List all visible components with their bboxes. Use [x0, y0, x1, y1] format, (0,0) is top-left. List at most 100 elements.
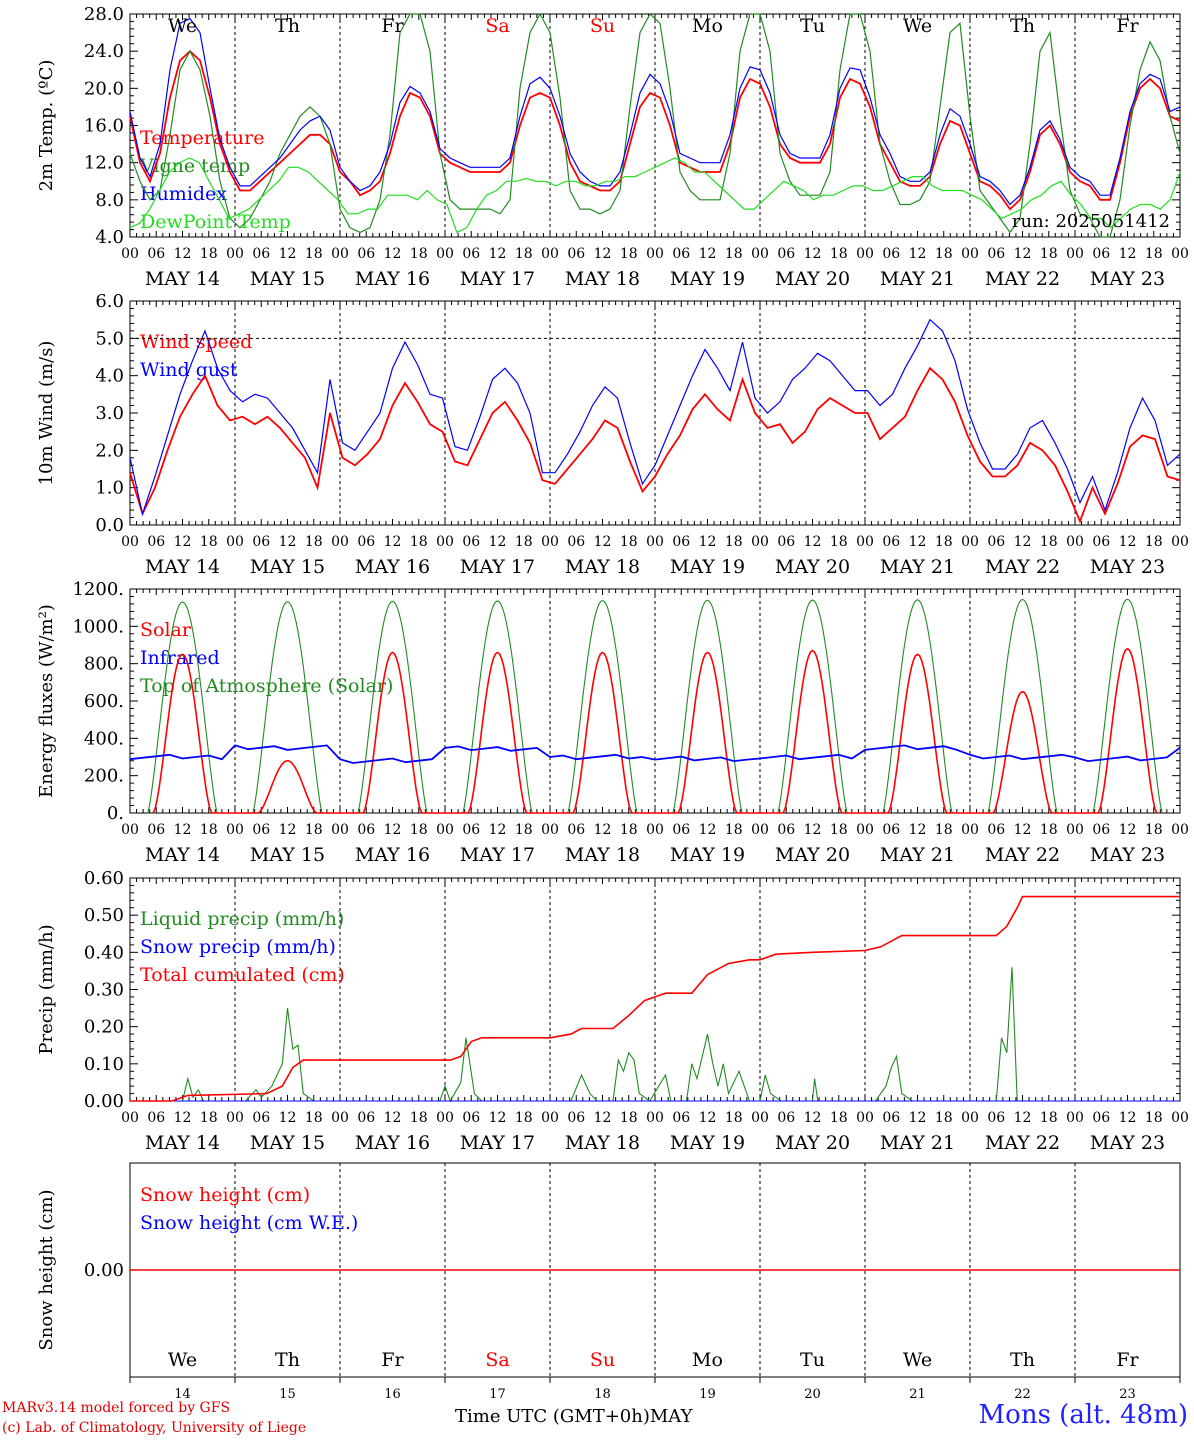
legend-entry: Vigne temp [139, 155, 250, 177]
weekday-label: Fr [381, 15, 404, 37]
series-line-vigne-temp [129, 12, 1181, 238]
weekday-label: Fr [1116, 1349, 1139, 1371]
hour-tick-label: 12 [909, 822, 927, 838]
panel-3: 0. 200. 400. 600. 800. 1000. 1200. Energy fluxe… [36, 579, 1189, 866]
hour-tick-label: 12 [174, 822, 192, 838]
y-tick-label: 0.40 [84, 942, 124, 963]
hour-tick-label: 00 [1171, 246, 1189, 262]
hour-tick-label: 18 [725, 246, 743, 262]
time-axis-label: Time UTC (GMT+0h) [455, 1406, 650, 1427]
model-credit: MARv3.14 model forced by GFS [2, 1400, 231, 1416]
hour-tick-label: 18 [515, 1110, 533, 1126]
hour-tick-label: 12 [1014, 1110, 1032, 1126]
panel-2: 0.0 1.0 2.0 3.0 4.0 5.0 6.0 10m Wind (m/s) 00 06 1… [36, 291, 1189, 578]
legend-entry: Solar [140, 619, 192, 641]
date-label: MAY 15 [250, 556, 325, 578]
legend-entry: Snow height (cm W.E.) [140, 1212, 358, 1234]
hour-tick-label: 18 [200, 246, 218, 262]
hour-tick-label: 00 [541, 822, 559, 838]
y-tick-label: 0.30 [84, 980, 124, 1001]
hour-tick-label: 12 [279, 822, 297, 838]
hour-tick-label: 18 [1145, 1110, 1163, 1126]
hour-tick-label: 06 [147, 246, 165, 262]
hour-tick-label: 12 [1119, 822, 1137, 838]
hour-tick-label: 06 [1092, 822, 1110, 838]
hour-tick-label: 12 [1119, 534, 1137, 550]
hour-tick-label: 00 [1171, 1110, 1189, 1126]
y-tick-label: 2.0 [95, 440, 124, 461]
hour-tick-label: 12 [1014, 534, 1032, 550]
hour-tick-label: 12 [1119, 1110, 1137, 1126]
hour-tick-label: 12 [174, 1110, 192, 1126]
day-number-label: 20 [804, 1387, 821, 1402]
hour-tick-label: 00 [751, 822, 769, 838]
hour-tick-label: 06 [777, 534, 795, 550]
hour-tick-label: 12 [174, 246, 192, 262]
date-label: MAY 23 [1090, 556, 1165, 578]
legend-entry: Snow height (cm) [140, 1184, 310, 1206]
date-label: MAY 16 [355, 268, 430, 290]
hour-tick-label: 12 [804, 246, 822, 262]
panel-4: 0.00 0.10 0.20 0.30 0.40 0.50 0.60 Precip (mm/h… [36, 868, 1189, 1154]
y-tick-label: 0.20 [84, 1017, 124, 1038]
hour-tick-label: 00 [961, 1110, 979, 1126]
hour-tick-label: 00 [646, 1110, 664, 1126]
hour-tick-label: 00 [646, 246, 664, 262]
hour-tick-label: 12 [1014, 822, 1032, 838]
y-tick-label: 800. [84, 654, 124, 675]
date-label: MAY 17 [460, 268, 535, 290]
y-tick-label: 0.60 [84, 868, 124, 889]
month-label: MAY [649, 1406, 693, 1427]
weekday-label: Su [590, 1349, 615, 1371]
weekday-label: We [903, 15, 932, 37]
hour-tick-label: 18 [935, 534, 953, 550]
hour-tick-label: 18 [410, 1110, 428, 1126]
weekday-label: We [903, 1349, 932, 1371]
hour-tick-label: 00 [751, 246, 769, 262]
hour-tick-label: 12 [909, 534, 927, 550]
legend-entry: Total cumulated (cm) [140, 964, 345, 986]
series-line-dewpoint-temp [129, 157, 1181, 234]
date-label: MAY 18 [565, 556, 640, 578]
hour-tick-label: 18 [725, 534, 743, 550]
y-tick-label: 4.0 [95, 366, 124, 387]
hour-tick-label: 18 [1145, 822, 1163, 838]
y-tick-label: 16.0 [84, 116, 124, 137]
series-line-wind-gust [129, 318, 1181, 517]
hour-tick-label: 00 [1066, 1110, 1084, 1126]
hour-tick-label: 12 [594, 822, 612, 838]
run-label: run: 2025051412 [1012, 211, 1170, 232]
hour-tick-label: 18 [1040, 534, 1058, 550]
date-label: MAY 14 [145, 556, 220, 578]
y-tick-label: 0. [107, 803, 124, 824]
date-label: MAY 18 [565, 268, 640, 290]
date-label: MAY 22 [985, 268, 1060, 290]
hour-tick-label: 06 [1092, 1110, 1110, 1126]
hour-tick-label: 06 [1092, 246, 1110, 262]
hour-tick-label: 00 [646, 534, 664, 550]
hour-tick-label: 00 [1171, 534, 1189, 550]
hour-tick-label: 12 [384, 534, 402, 550]
hour-tick-label: 00 [751, 1110, 769, 1126]
hour-tick-label: 18 [305, 246, 323, 262]
hour-tick-label: 00 [436, 1110, 454, 1126]
weekday-label: Tu [800, 1349, 825, 1371]
weekday-label: Th [275, 1349, 300, 1371]
series-line-total-cumulated-cm- [130, 895, 1180, 1102]
hour-tick-label: 00 [1066, 246, 1084, 262]
hour-tick-label: 18 [1040, 246, 1058, 262]
y-tick-label: 3.0 [95, 403, 124, 424]
hour-tick-label: 06 [672, 534, 690, 550]
y-axis-title: 2m Temp. (ºC) [36, 60, 57, 192]
hour-tick-label: 06 [462, 534, 480, 550]
hour-tick-label: 12 [594, 1110, 612, 1126]
series-line-humidex [129, 17, 1181, 206]
weekday-label: Tu [800, 15, 825, 37]
hour-tick-label: 00 [541, 534, 559, 550]
series-line-wind-speed [129, 366, 1181, 524]
y-tick-label: 6.0 [95, 291, 124, 312]
hour-tick-label: 06 [462, 1110, 480, 1126]
hour-tick-label: 12 [804, 822, 822, 838]
date-label: MAY 20 [775, 844, 850, 866]
